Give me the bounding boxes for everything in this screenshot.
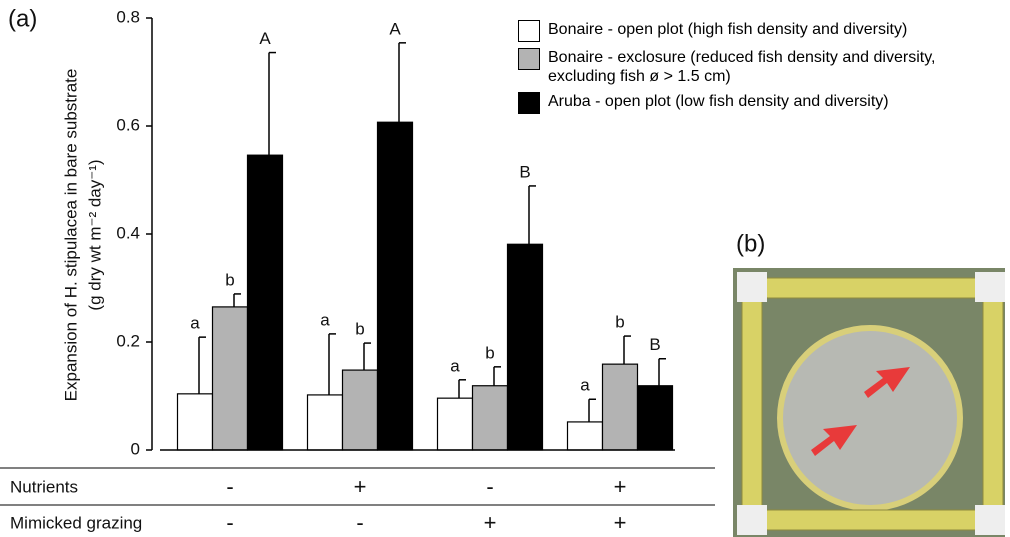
significance-letter: b [225,270,234,289]
bar [436,397,474,451]
significance-letter: a [580,376,590,395]
legend-item: Bonaire - exclosure (reduced fish densit… [518,48,1003,86]
legend-swatch [518,20,540,42]
significance-letter: B [519,162,530,181]
bar [376,121,414,451]
bar [636,385,674,451]
legend-swatch [518,48,540,70]
legend-label: Bonaire - open plot (high fish density a… [548,21,908,38]
significance-letter: a [190,314,200,333]
bar [506,243,544,451]
y-tick-label: 0.2 [116,331,140,350]
treatment-level: - [226,510,233,535]
bar [471,385,509,451]
panel-label: (a) [8,5,37,32]
bar [176,393,214,451]
legend: Bonaire - open plot (high fish density a… [518,20,1003,120]
row-label: Nutrients [10,477,78,496]
significance-letter: B [649,335,660,354]
treatment-level: - [356,510,363,535]
photo [733,268,1005,537]
treatment-level: - [226,474,233,499]
bar [246,154,284,451]
treatment-level: + [614,510,627,535]
y-axis-label: Expansion of H. stipulacea in bare subst… [61,69,80,402]
treatment-level: + [484,510,497,535]
legend-label: Bonaire - exclosure (reduced fish densit… [548,49,936,85]
bar [306,394,344,451]
significance-letter: b [485,343,494,362]
bar [211,306,249,451]
significance-letter: A [389,19,401,38]
y-tick-label: 0 [131,439,140,458]
treatment-level: - [486,474,493,499]
bar [601,363,639,451]
bar [566,421,604,451]
y-axis-unit: (g dry wt m⁻² day⁻¹) [85,159,104,310]
legend-item: Aruba - open plot (low fish density and … [518,92,1003,114]
legend-item: Bonaire - open plot (high fish density a… [518,20,1003,42]
significance-letter: a [320,310,330,329]
row-label: Mimicked grazing [10,513,142,532]
legend-swatch [518,92,540,114]
y-tick-label: 0.8 [116,7,140,26]
significance-letter: b [615,313,624,332]
treatment-level: + [614,474,627,499]
significance-letter: b [355,320,364,339]
legend-label: Aruba - open plot (low fish density and … [548,93,889,110]
panel-label: (b) [736,230,765,257]
significance-letter: a [450,356,460,375]
y-tick-label: 0.6 [116,115,140,134]
treatment-level: + [354,474,367,499]
significance-letter: A [259,29,271,48]
y-tick-label: 0.4 [116,223,140,242]
bar [341,369,379,451]
